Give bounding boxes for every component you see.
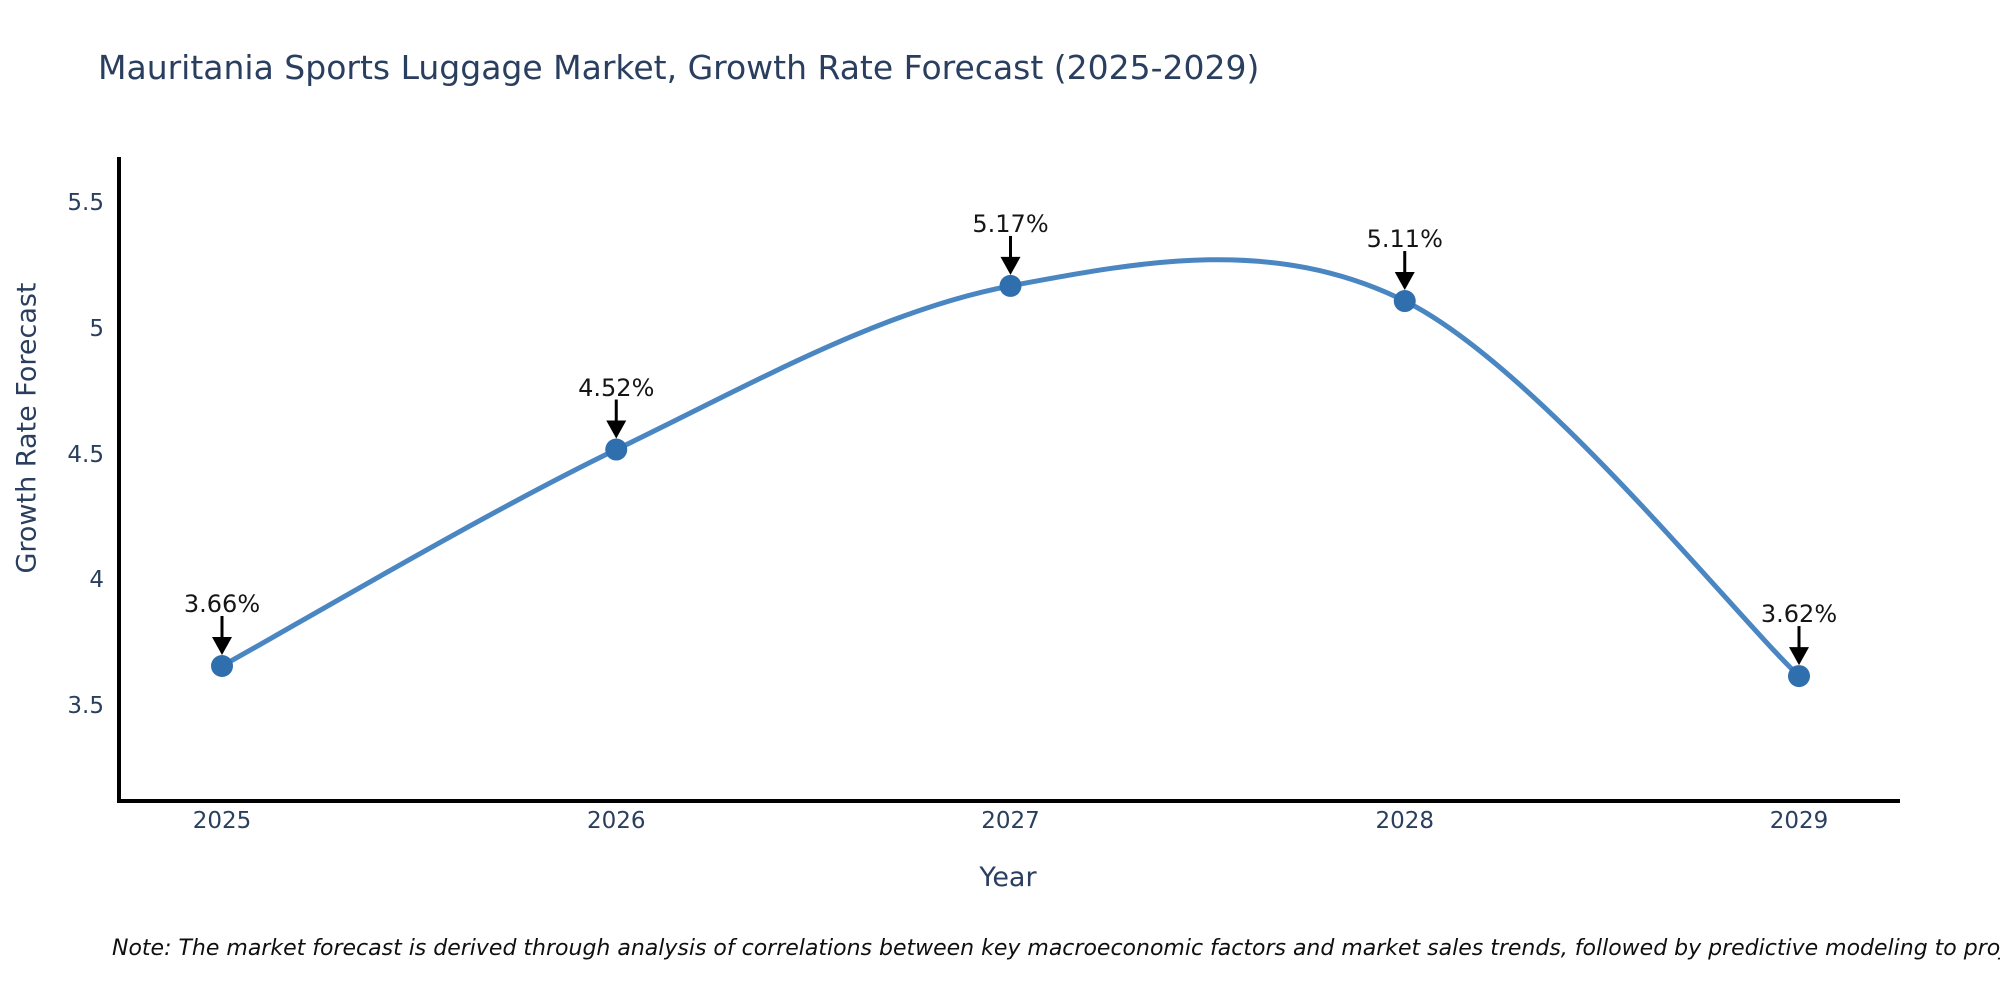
point-value-label-2028: 5.11% (1366, 225, 1443, 254)
annotation-arrowhead-2027 (1000, 256, 1021, 275)
x-tick-2029: 2029 (1769, 808, 1829, 834)
annotation-arrowhead-2029 (1789, 647, 1809, 666)
forecast-spline (219, 257, 1802, 679)
x-axis-title: Year (979, 862, 1037, 893)
y-tick-4.5: 4.5 (67, 441, 104, 468)
y-tick-4: 4 (89, 567, 104, 594)
data-point-2026[interactable] (605, 438, 628, 461)
point-value-label-2025: 3.66% (183, 590, 261, 618)
annotation-arrowhead-2025 (212, 637, 232, 655)
axis-spines (117, 157, 1900, 803)
point-value-label-2029: 3.62% (1760, 600, 1838, 629)
y-tick-3.5: 3.5 (67, 693, 104, 720)
x-tick-2026: 2026 (586, 808, 646, 834)
y-tick-5.5: 5.5 (67, 189, 104, 216)
annotation-arrowhead-2028 (1394, 272, 1415, 291)
footnote: Note: The market forecast is derived thr… (112, 936, 2000, 961)
data-point-2028[interactable] (1393, 290, 1416, 313)
x-tick-2027: 2027 (981, 808, 1040, 834)
forecast-line (219, 257, 1802, 679)
data-point-2027[interactable] (999, 274, 1022, 297)
data-point-2029[interactable] (1788, 665, 1810, 688)
x-tick-2025: 2025 (192, 808, 252, 834)
data-point-2025[interactable] (211, 655, 233, 677)
data-points (211, 274, 1810, 688)
annotation-arrowhead-2026 (606, 420, 627, 439)
point-value-label-2026: 4.52% (578, 373, 655, 402)
chart-title: Mauritania Sports Luggage Market, Growth… (98, 48, 1260, 87)
point-value-label-2027: 5.17% (972, 209, 1049, 238)
y-tick-5: 5 (89, 315, 104, 342)
x-tick-2028: 2028 (1375, 808, 1435, 834)
annotation-arrows (212, 235, 1809, 666)
